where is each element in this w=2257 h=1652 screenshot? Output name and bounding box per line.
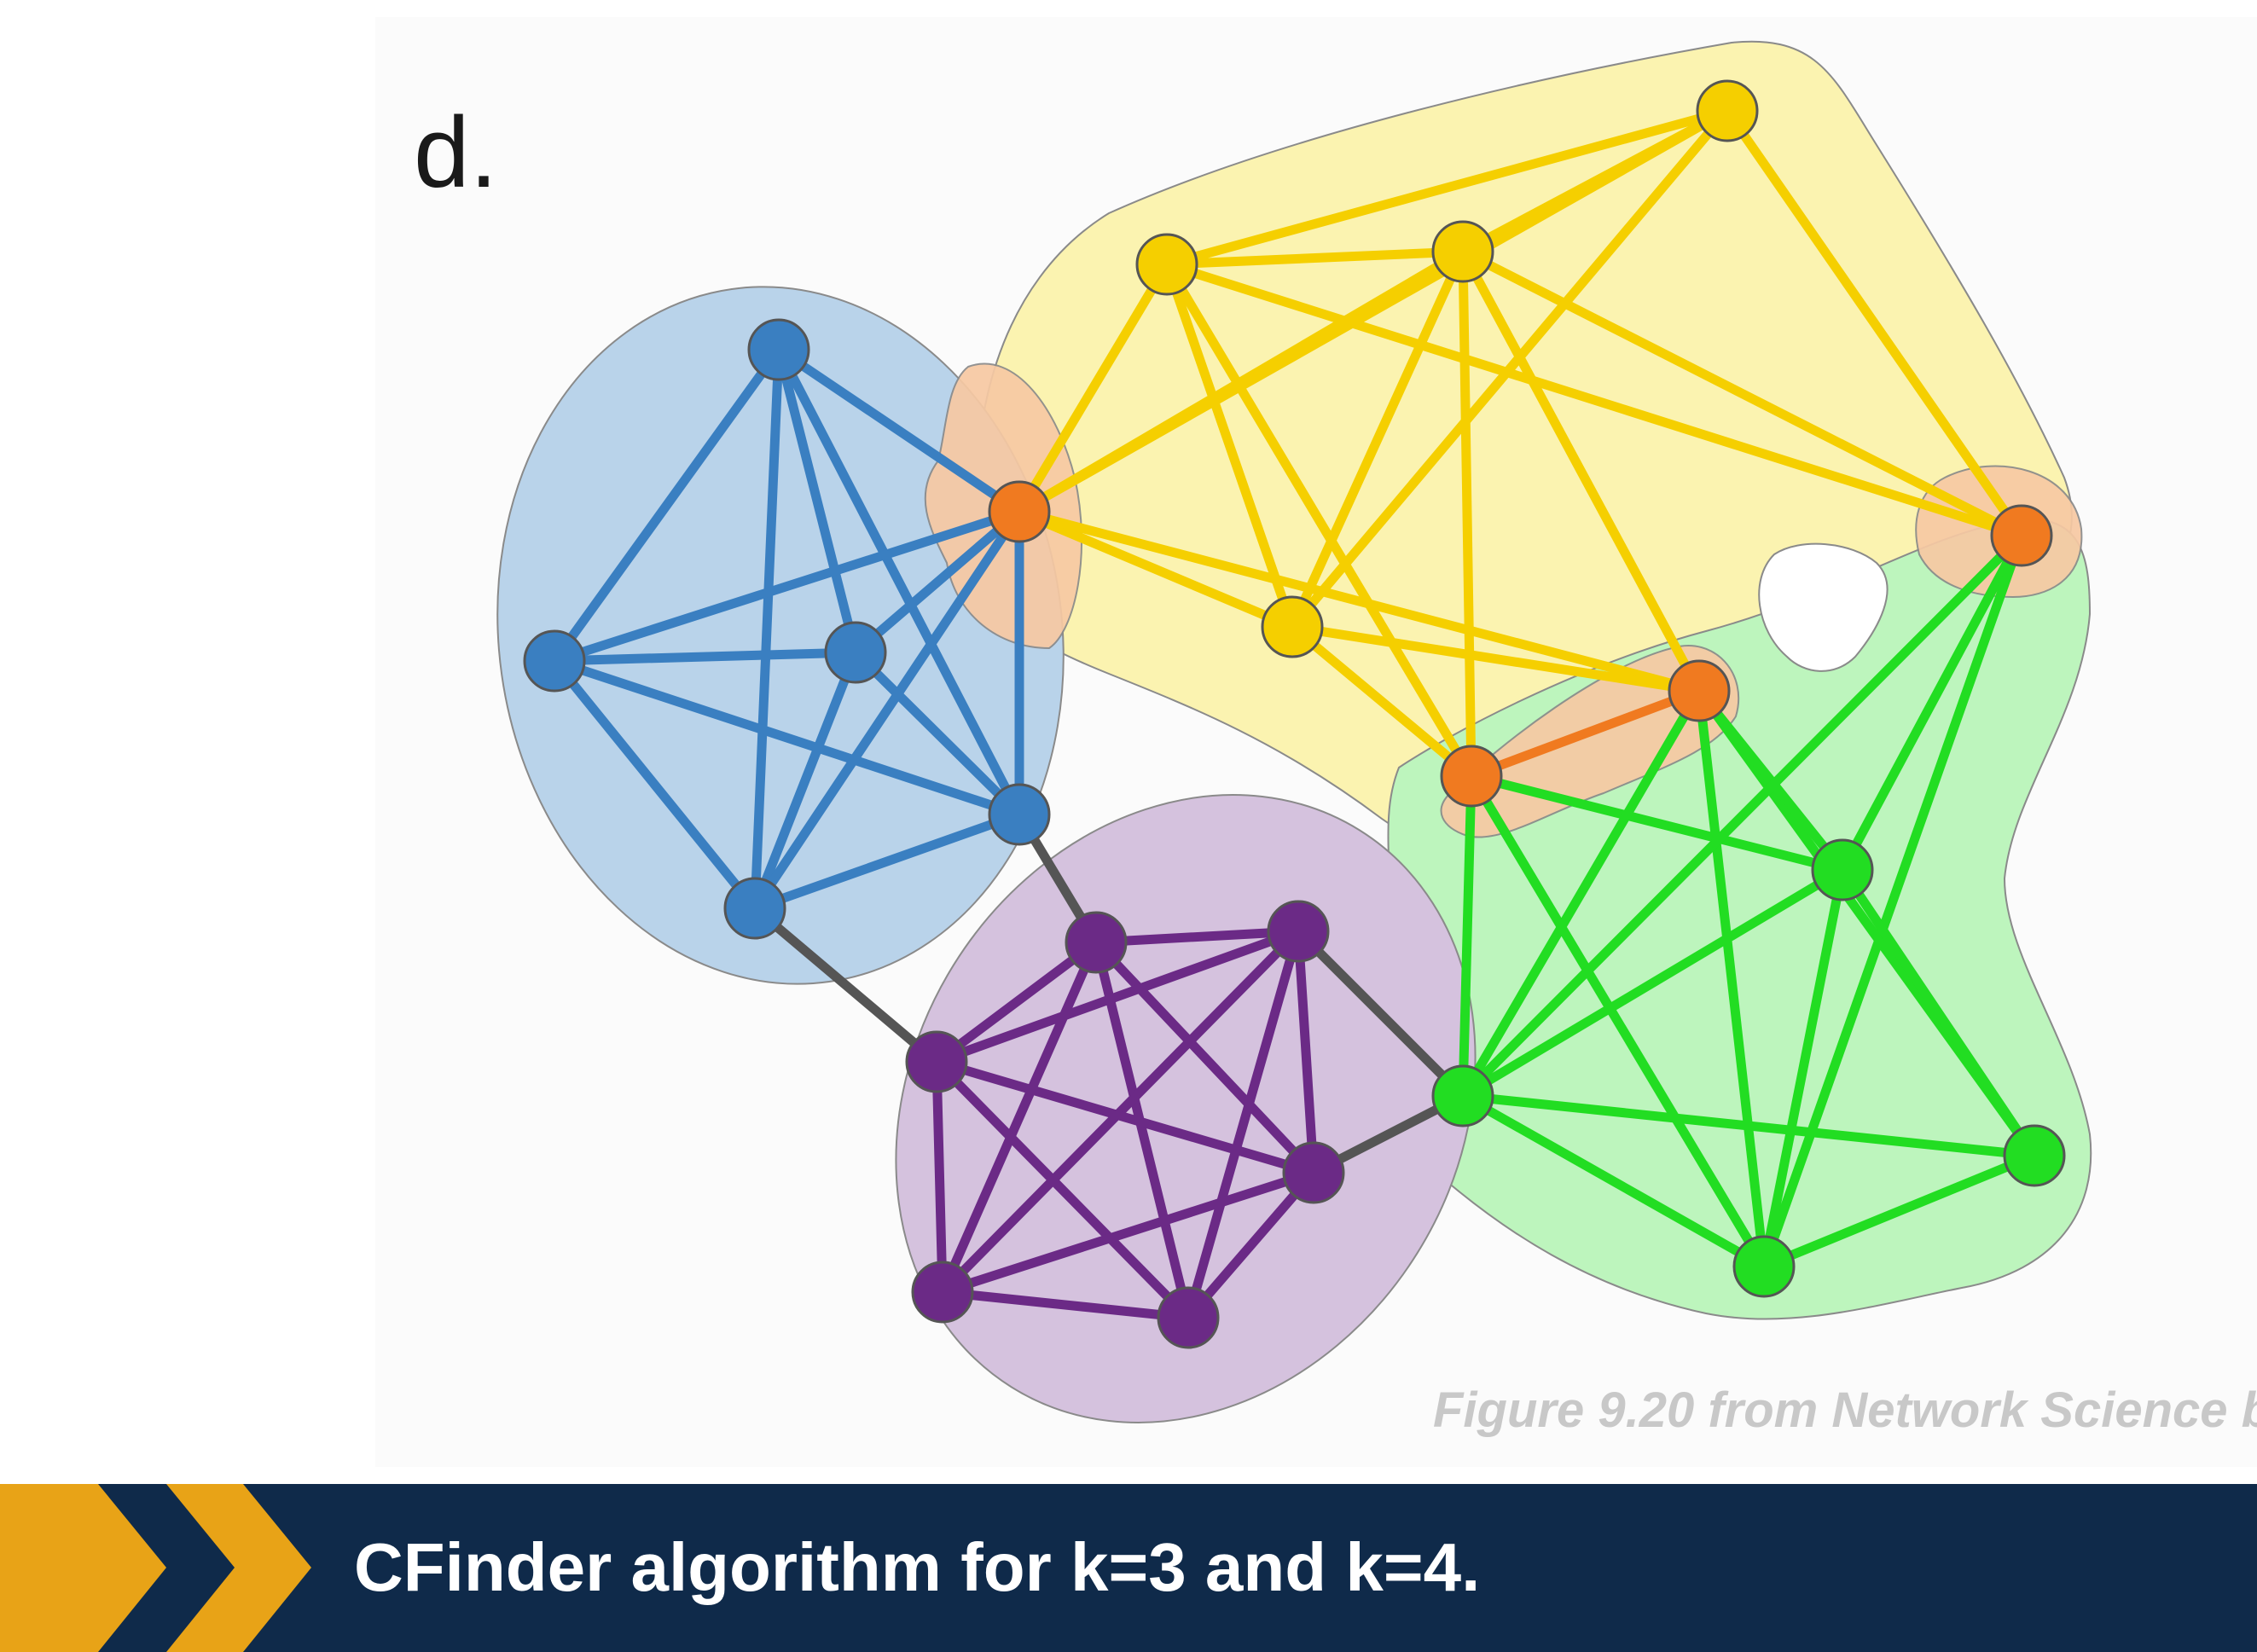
bridge-edge [750, 903, 942, 1067]
yellow-edge [1014, 259, 1172, 517]
green-node [1811, 838, 1874, 901]
yellow-edge [1014, 106, 1732, 517]
purple-edge [931, 1057, 948, 1297]
yellow-edge [1287, 622, 1704, 696]
yellow-edge [1458, 246, 2027, 541]
yellow-edge [1458, 246, 1704, 696]
orange-node [1990, 504, 2053, 567]
green-edge [1759, 530, 2027, 1272]
edges-layer [549, 106, 2039, 1323]
purple-edge [1183, 1168, 1319, 1323]
bridge-edge [1293, 926, 1468, 1101]
orange-node [1668, 659, 1731, 722]
green-edge [1759, 865, 1848, 1272]
green-node [2003, 1124, 2066, 1187]
blue-node [824, 621, 887, 684]
green-edge [1458, 1091, 1769, 1272]
orange-node [1440, 745, 1503, 808]
purple-edge [1091, 937, 1319, 1178]
orange-node [988, 480, 1051, 543]
yellow-edge [1287, 246, 1468, 632]
purple-edge [1091, 937, 1193, 1323]
blue-edge [750, 809, 1024, 913]
yellow-edge [1162, 259, 2027, 541]
blue-node [988, 783, 1051, 846]
purple-node [1282, 1141, 1345, 1204]
blue-node [523, 629, 586, 693]
blue-edge [774, 345, 1024, 517]
blue-edge [750, 647, 861, 913]
yellow-node [1135, 233, 1198, 296]
yellow-edge [1162, 259, 1477, 781]
purple-node [911, 1261, 974, 1324]
purple-edge [937, 937, 1101, 1297]
purple-edge [931, 926, 1303, 1067]
green-edge [1694, 686, 1769, 1272]
green-edge [1458, 1091, 2039, 1161]
purple-edge [1091, 926, 1303, 948]
purple-edge [1293, 926, 1319, 1178]
blue-edge [750, 345, 784, 913]
green-node [1732, 1235, 1796, 1298]
yellow-edge [1162, 106, 1732, 270]
yellow-node [1431, 220, 1494, 283]
purple-edge [931, 1057, 1193, 1323]
overlap-edge [1466, 686, 1704, 781]
blue-edge [549, 656, 760, 913]
hull-gap [1758, 542, 1889, 672]
purple-edge [1183, 926, 1303, 1323]
yellow-edge [1162, 259, 1297, 632]
purple-edge [937, 1168, 1319, 1297]
yellow-edge [1287, 106, 1732, 632]
figure-credit: Figure 9.20 from Network Science b [1433, 1382, 2257, 1438]
network-diagram [496, 40, 2092, 1423]
panel-label: d. [414, 96, 498, 209]
yellow-node [1696, 79, 1759, 142]
yellow-edge [1014, 507, 1297, 632]
blue-edge [850, 507, 1024, 658]
purple-node [1267, 900, 1330, 963]
green-edge [1458, 865, 1848, 1101]
green-edge [1837, 865, 2039, 1161]
purple-edge [931, 937, 1101, 1067]
green-edge [1458, 530, 2027, 1101]
blue-edge [850, 647, 1024, 820]
slide-caption: CFinder algorithm for k=3 and k=4. [354, 1529, 1481, 1605]
yellow-edge [1458, 246, 1477, 781]
yellow-edge [1014, 507, 1704, 696]
purple-node [905, 1030, 968, 1093]
blue-edge [549, 345, 784, 666]
green-edge [1466, 771, 1848, 875]
green-edge [1458, 771, 1477, 1101]
blue-edge [774, 345, 1024, 820]
blue-node [747, 318, 810, 381]
yellow-edge [1722, 106, 2027, 541]
blue-edge [774, 345, 861, 658]
figure-area: d. Figure 9.20 from Network Science b [414, 40, 2257, 1438]
green-edge [1694, 686, 1848, 875]
yellow-node [1261, 595, 1324, 658]
green-edge [1759, 1151, 2039, 1272]
blue-edge [549, 507, 1024, 666]
yellow-edge [1287, 622, 1477, 781]
caption-bar: CFinder algorithm for k=3 and k=4. [0, 1484, 2257, 1652]
green-edge [1837, 530, 2027, 875]
nodes-layer [523, 79, 2066, 1349]
yellow-edge [1162, 246, 1468, 270]
purple-community-hull [895, 794, 1477, 1423]
purple-node [1065, 911, 1128, 974]
green-edge [1466, 771, 1769, 1272]
purple-node [1157, 1286, 1220, 1349]
green-edge [1458, 686, 1704, 1101]
purple-edge [937, 1287, 1193, 1323]
purple-edge [931, 1057, 1319, 1178]
blue-edge [549, 656, 1024, 820]
green-node [1431, 1064, 1494, 1127]
blue-edge [750, 507, 1024, 913]
blue-node [723, 877, 786, 940]
blue-edge [549, 647, 861, 666]
chevron-icon [0, 1484, 311, 1652]
